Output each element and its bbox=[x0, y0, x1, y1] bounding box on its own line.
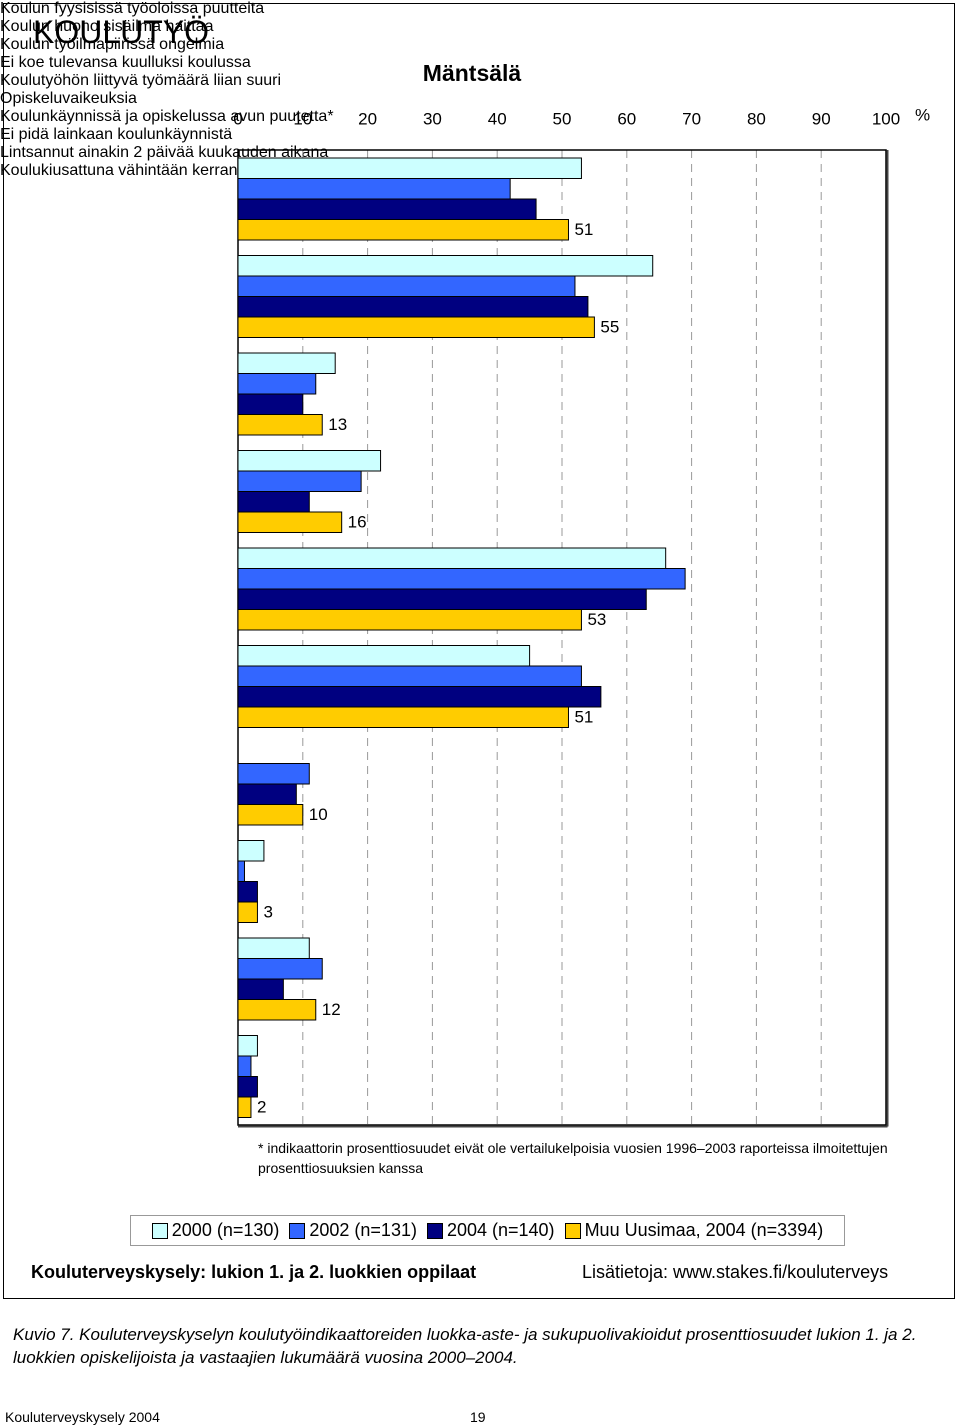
bar bbox=[237, 1035, 258, 1057]
bar bbox=[237, 316, 595, 338]
x-tick-label: 90 bbox=[812, 109, 831, 128]
x-tick-label: 80 bbox=[747, 109, 766, 128]
x-tick-label: 60 bbox=[617, 109, 636, 128]
data-label: 51 bbox=[574, 708, 593, 727]
bar bbox=[237, 255, 654, 277]
bar bbox=[237, 609, 582, 631]
bar bbox=[237, 491, 310, 513]
data-label: 10 bbox=[309, 805, 328, 824]
bar bbox=[237, 763, 310, 785]
bar bbox=[237, 937, 310, 959]
data-label: 3 bbox=[263, 903, 272, 922]
bar bbox=[237, 450, 382, 472]
category-label: Koulun työilmapiirissä ongelmia bbox=[0, 36, 225, 53]
survey: Kouluterveyskysely: lukion 1. ja 2. luok… bbox=[31, 1262, 477, 1282]
chart-subtitle: Mäntsälä bbox=[422, 60, 522, 86]
x-tick-label: 0 bbox=[233, 109, 242, 128]
bar bbox=[237, 275, 576, 297]
data-label: 55 bbox=[600, 318, 619, 337]
x-tick-label: 50 bbox=[553, 109, 572, 128]
legend: 2000 (n=130) 2002 (n=131) 2004 (n=140) Muu … bbox=[130, 1215, 845, 1246]
bar bbox=[237, 665, 582, 687]
category-label: Lintsannut ainakin 2 päivää kuukauden ai… bbox=[0, 144, 329, 161]
bar bbox=[237, 373, 317, 395]
bar bbox=[237, 978, 284, 1000]
legend-swatch bbox=[289, 1222, 306, 1239]
data-label: 2 bbox=[257, 1098, 266, 1117]
bar bbox=[237, 881, 258, 903]
page-number: 19 bbox=[470, 1409, 486, 1425]
bar bbox=[237, 901, 258, 923]
data-label: 13 bbox=[328, 415, 347, 434]
legend-swatch bbox=[564, 1222, 581, 1239]
bar bbox=[237, 1096, 252, 1118]
bar bbox=[237, 860, 245, 882]
footnote: * indikaattorin prosenttiosuudet eivät o… bbox=[258, 1140, 888, 1176]
bar bbox=[237, 393, 304, 415]
bar bbox=[237, 958, 323, 980]
legend-item: 2002 (n=131) bbox=[289, 1220, 417, 1241]
legend-item: 2004 (n=140) bbox=[426, 1220, 555, 1241]
legend-item: 2000 (n=130) bbox=[151, 1220, 280, 1241]
bar bbox=[237, 686, 602, 708]
data-label: 51 bbox=[574, 220, 593, 239]
x-tick-label: 100 bbox=[872, 109, 900, 128]
legend-swatch bbox=[426, 1222, 443, 1239]
category-label: Koulun fyysisissä työoloissa puutteita bbox=[0, 0, 265, 17]
category-label: Koulunkäynnissä ja opiskelussa avun puut… bbox=[0, 108, 334, 125]
bar bbox=[237, 645, 531, 667]
bar bbox=[237, 219, 569, 241]
x-tick-label: 40 bbox=[488, 109, 507, 128]
legend-label: Muu Uusimaa, 2004 (n=3394) bbox=[584, 1220, 824, 1240]
bar bbox=[237, 511, 343, 533]
x-tick-label: 20 bbox=[358, 109, 377, 128]
bar bbox=[237, 296, 589, 318]
bar bbox=[237, 198, 537, 220]
category-label: Opiskeluvaikeuksia bbox=[0, 90, 137, 107]
legend-label: 2004 (n=140) bbox=[446, 1220, 555, 1240]
footer-left: Kouluterveyskysely 2004 bbox=[5, 1409, 160, 1425]
data-label: 53 bbox=[587, 610, 606, 629]
caption: Kuvio 7. Kouluterveyskyselyn koulutyöind… bbox=[13, 1325, 917, 1367]
legend-item: Muu Uusimaa, 2004 (n=3394) bbox=[564, 1220, 824, 1241]
bar bbox=[237, 470, 362, 492]
plot-frame bbox=[237, 149, 887, 1126]
category-label: Ei pidä lainkaan koulunkäynnistä bbox=[0, 126, 233, 143]
bar bbox=[237, 157, 582, 179]
bar bbox=[237, 588, 647, 610]
bar bbox=[237, 1076, 258, 1098]
x-tick-label: 30 bbox=[423, 109, 442, 128]
bar bbox=[237, 352, 336, 374]
bar bbox=[237, 414, 323, 436]
legend-label: 2000 (n=130) bbox=[171, 1220, 280, 1240]
legend-swatch bbox=[151, 1222, 168, 1239]
bar bbox=[237, 706, 569, 728]
category-labels: Koulun fyysisissä työoloissa puutteita Ko… bbox=[0, 0, 960, 180]
x-tick-label: 10 bbox=[293, 109, 312, 128]
bar bbox=[237, 547, 667, 569]
bar bbox=[237, 840, 265, 862]
bar bbox=[237, 804, 304, 826]
category-label: Koulun huono sisäilma haittaa bbox=[0, 18, 214, 35]
bar bbox=[237, 999, 317, 1021]
x-tick-label: 70 bbox=[682, 109, 701, 128]
bar bbox=[237, 568, 686, 590]
category-label: Koulukiusattuna vähintään kerran viikoss… bbox=[0, 162, 299, 179]
bar bbox=[237, 783, 297, 805]
frame bbox=[3, 3, 955, 1299]
legend-label: 2002 (n=131) bbox=[309, 1220, 417, 1240]
chart-title: KOULUTYÖ bbox=[33, 14, 210, 50]
x-axis-unit: % bbox=[915, 105, 930, 124]
category-label: Koulutyöhön liittyvä työmäärä liian suur… bbox=[0, 72, 282, 89]
more-info: Lisätietoja: www.stakes.fi/kouluterveys bbox=[582, 1262, 889, 1282]
category-label: Ei koe tulevansa kuulluksi koulussa bbox=[0, 54, 251, 71]
bar bbox=[237, 178, 511, 200]
bar bbox=[237, 1055, 252, 1077]
data-label: 16 bbox=[348, 513, 367, 532]
data-label: 12 bbox=[322, 1000, 341, 1019]
